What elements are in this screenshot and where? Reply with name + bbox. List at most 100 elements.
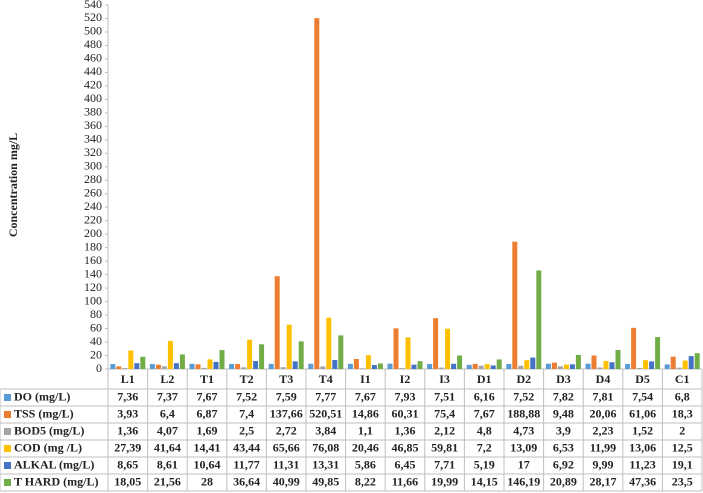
bar bbox=[512, 241, 518, 369]
bar bbox=[457, 355, 463, 369]
bar bbox=[347, 363, 353, 369]
y-tick-label: 500 bbox=[84, 24, 102, 38]
table-value: 2,5 bbox=[239, 423, 254, 437]
bar bbox=[253, 361, 259, 369]
y-tick-label: 320 bbox=[84, 145, 102, 159]
table-value: 12,5 bbox=[672, 440, 693, 454]
table-value: 11,77 bbox=[233, 457, 259, 471]
bar bbox=[122, 368, 128, 369]
bar bbox=[274, 276, 280, 369]
bar bbox=[140, 356, 146, 369]
y-tick-label: 160 bbox=[84, 253, 102, 267]
bar bbox=[286, 324, 292, 369]
table-value: 7,77 bbox=[315, 389, 336, 403]
y-tick-label: 80 bbox=[90, 307, 102, 321]
bar bbox=[427, 363, 433, 369]
legend-label: DO (mg/L) bbox=[14, 389, 70, 403]
table-value: 41,64 bbox=[154, 440, 181, 454]
bar bbox=[694, 353, 700, 369]
bar bbox=[247, 339, 253, 369]
bar bbox=[490, 365, 496, 369]
table-value: 4,8 bbox=[477, 423, 492, 437]
table-value: 137,66 bbox=[270, 406, 303, 420]
legend-label: TSS (mg/L) bbox=[14, 406, 74, 420]
table-value: 2,12 bbox=[434, 423, 455, 437]
y-tick-label: 380 bbox=[84, 105, 102, 119]
table-value: 4,07 bbox=[157, 423, 178, 437]
table-value: 7,52 bbox=[513, 389, 534, 403]
bar bbox=[545, 363, 551, 369]
table-value: 7,81 bbox=[593, 389, 614, 403]
bar bbox=[320, 366, 326, 369]
table-value: 10,64 bbox=[194, 457, 221, 471]
table-value: 11,66 bbox=[392, 474, 418, 488]
bar bbox=[439, 367, 445, 369]
y-tick-label: 280 bbox=[84, 172, 102, 186]
bar bbox=[405, 337, 411, 369]
bar bbox=[377, 363, 383, 369]
table-value: 7,54 bbox=[632, 389, 653, 403]
y-tick-label: 120 bbox=[84, 280, 102, 294]
legend-key bbox=[4, 479, 11, 486]
bar bbox=[557, 366, 563, 369]
x-tick-label: I1 bbox=[360, 372, 371, 386]
x-tick-label: D1 bbox=[477, 372, 492, 386]
table-value: 8,22 bbox=[355, 474, 376, 488]
table-value: 59,81 bbox=[431, 440, 458, 454]
table-value: 1,1 bbox=[358, 423, 373, 437]
table-value: 11,23 bbox=[629, 457, 655, 471]
table-value: 43,44 bbox=[233, 440, 260, 454]
bar bbox=[110, 364, 116, 369]
bar bbox=[664, 364, 670, 369]
bar bbox=[496, 359, 502, 369]
table-value: 7,67 bbox=[474, 406, 495, 420]
table-value: 19,99 bbox=[431, 474, 458, 488]
table-value: 146,19 bbox=[507, 474, 540, 488]
y-tick-label: 60 bbox=[90, 320, 102, 334]
table-value: 9,48 bbox=[553, 406, 574, 420]
table-value: 3,84 bbox=[315, 423, 336, 437]
table-value: 7,59 bbox=[276, 389, 297, 403]
bar bbox=[189, 363, 195, 369]
legend-label: BOD5 (mg/L) bbox=[14, 423, 84, 437]
table-value: 40,99 bbox=[273, 474, 300, 488]
table-value: 11,31 bbox=[273, 457, 299, 471]
x-tick-label: D2 bbox=[516, 372, 531, 386]
legend-key bbox=[4, 445, 11, 452]
table-value: 7,37 bbox=[157, 389, 178, 403]
y-tick-label: 260 bbox=[84, 185, 102, 199]
legend-key bbox=[4, 428, 11, 435]
bar bbox=[326, 317, 332, 369]
table-value: 20,46 bbox=[352, 440, 379, 454]
table-value: 60,31 bbox=[392, 406, 419, 420]
y-axis-label: Concentration mg/L bbox=[6, 133, 20, 237]
table-value: 7,93 bbox=[395, 389, 416, 403]
bar bbox=[597, 367, 603, 369]
table-value: 11,99 bbox=[590, 440, 616, 454]
table-value: 520,51 bbox=[309, 406, 342, 420]
bar bbox=[530, 357, 536, 369]
bar bbox=[563, 364, 569, 369]
table-value: 9,99 bbox=[593, 457, 614, 471]
bar bbox=[631, 327, 637, 369]
bar bbox=[201, 367, 207, 369]
table-value: 49,85 bbox=[312, 474, 339, 488]
table-value: 18,3 bbox=[672, 406, 693, 420]
bar bbox=[445, 328, 451, 369]
bar bbox=[387, 363, 393, 369]
table-value: 27,39 bbox=[114, 440, 141, 454]
bar bbox=[478, 365, 484, 369]
bar bbox=[451, 363, 457, 369]
bar bbox=[399, 368, 405, 369]
table-value: 18,05 bbox=[114, 474, 141, 488]
table-value: 5,19 bbox=[474, 457, 495, 471]
x-tick-label: I3 bbox=[439, 372, 450, 386]
bar bbox=[353, 358, 359, 369]
table-value: 6,8 bbox=[675, 389, 690, 403]
bar bbox=[213, 361, 219, 369]
bar bbox=[682, 360, 688, 369]
table-value: 61,06 bbox=[629, 406, 656, 420]
table-value: 3,9 bbox=[556, 423, 571, 437]
table-value: 1,36 bbox=[117, 423, 138, 437]
y-tick-label: 300 bbox=[84, 159, 102, 173]
